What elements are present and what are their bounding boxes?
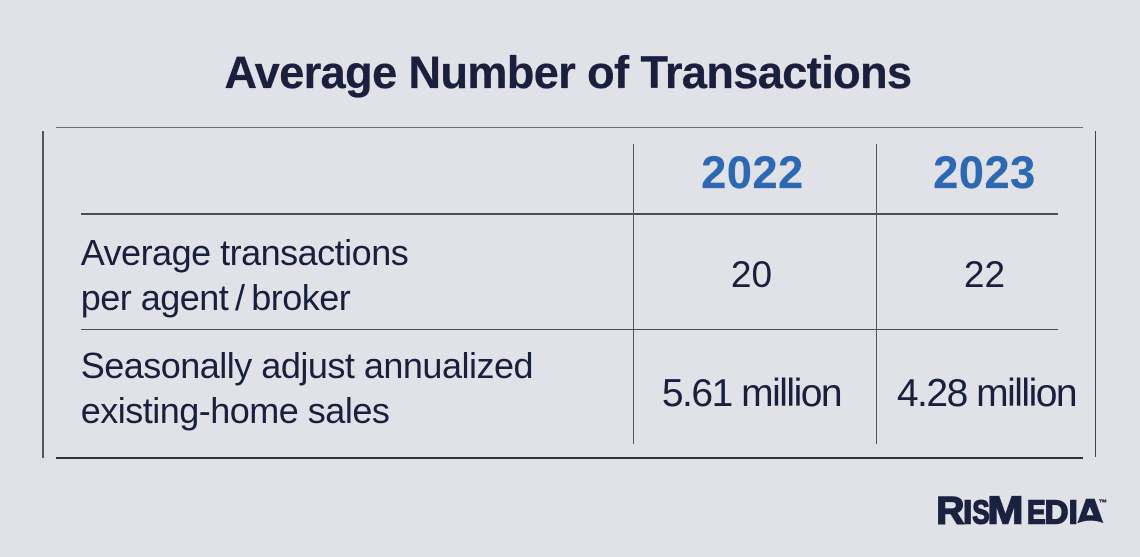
svg-text:™: ™ [1099,498,1107,508]
svg-text:D: D [1045,493,1069,530]
svg-text:S: S [972,494,989,530]
svg-text:M: M [987,488,1023,530]
svg-text:R: R [936,489,964,530]
svg-text:E: E [1027,494,1046,530]
svg-text:I: I [963,493,972,530]
svg-text:I: I [1069,493,1078,530]
